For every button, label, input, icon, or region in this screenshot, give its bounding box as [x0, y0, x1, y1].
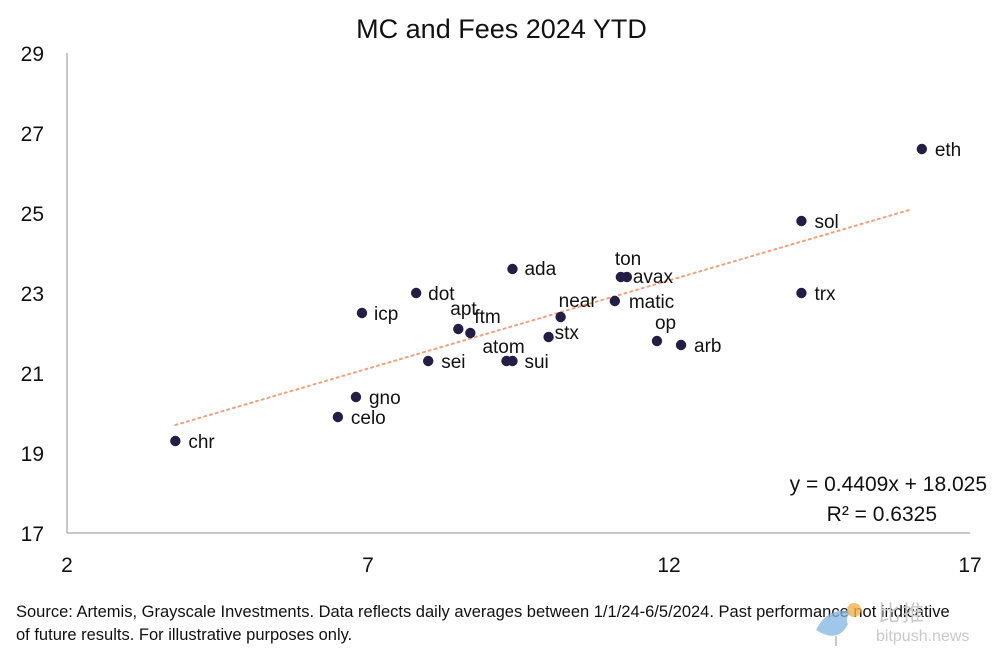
- y-tick-label: 17: [21, 523, 44, 546]
- data-point-apt: [453, 323, 464, 335]
- x-tick-label: 17: [958, 554, 981, 577]
- data-label-dot: dot: [428, 284, 455, 305]
- y-tick-label: 29: [21, 43, 44, 66]
- data-label-sui: sui: [524, 352, 548, 373]
- data-point-eth: [916, 143, 928, 155]
- data-label-arb: arb: [694, 336, 721, 357]
- data-label-eth: eth: [935, 140, 961, 161]
- data-point-avax: [621, 271, 633, 283]
- data-point-ada: [507, 263, 518, 275]
- data-label-chr: chr: [188, 432, 215, 453]
- data-point-op: [651, 335, 663, 347]
- data-point-near: [555, 311, 566, 323]
- data-point-dot: [410, 287, 422, 299]
- watermark: 比推 bitpush.news: [808, 596, 998, 656]
- bird-logo-icon: [816, 603, 861, 646]
- data-point-trx: [796, 287, 807, 299]
- data-label-icp: icp: [374, 304, 398, 325]
- data-point-sui: [507, 355, 518, 367]
- data-label-trx: trx: [814, 284, 836, 305]
- x-tick-label: 7: [362, 554, 374, 577]
- regression-equation: y = 0.4409x + 18.025: [789, 473, 987, 496]
- data-point-celo: [332, 411, 344, 423]
- data-label-ftm: ftm: [474, 307, 500, 328]
- data-point-sol: [796, 215, 807, 227]
- data-point-gno: [350, 391, 362, 403]
- r-squared-value: R² = 0.6325: [826, 503, 937, 526]
- x-tick-label: 2: [61, 554, 73, 577]
- data-label-apt: apt: [450, 299, 477, 320]
- chart-title: MC and Fees 2024 YTD: [356, 14, 647, 44]
- y-tick-label: 25: [21, 203, 44, 226]
- y-tick-label: 21: [21, 363, 44, 386]
- watermark-cn-text: 比推: [878, 601, 927, 626]
- x-tick-label: 12: [657, 554, 680, 577]
- data-label-celo: celo: [351, 408, 386, 429]
- data-point-sei: [423, 355, 434, 367]
- data-label-sei: sei: [441, 352, 465, 373]
- data-point-ftm: [465, 327, 476, 339]
- y-tick-label: 23: [21, 283, 44, 306]
- data-label-stx: stx: [555, 323, 580, 344]
- data-point-chr: [170, 435, 181, 447]
- data-point-matic: [609, 295, 621, 307]
- data-label-gno: gno: [369, 388, 401, 409]
- watermark-url-text: bitpush.news: [876, 628, 970, 645]
- data-label-op: op: [655, 313, 676, 334]
- data-point-icp: [356, 307, 368, 319]
- data-label-matic: matic: [629, 292, 674, 313]
- trendline: [174, 208, 911, 426]
- data-point-arb: [675, 339, 687, 351]
- data-label-ada: ada: [524, 259, 556, 280]
- data-point-stx: [543, 331, 554, 343]
- data-label-avax: avax: [633, 267, 674, 288]
- y-tick-label: 27: [21, 123, 44, 146]
- data-label-near: near: [559, 291, 598, 312]
- data-label-ton: ton: [615, 249, 641, 270]
- data-label-atom: atom: [482, 337, 524, 358]
- source-note: Source: Artemis, Grayscale Investments. …: [16, 603, 950, 644]
- y-tick-label: 19: [21, 443, 44, 466]
- data-label-sol: sol: [814, 212, 838, 233]
